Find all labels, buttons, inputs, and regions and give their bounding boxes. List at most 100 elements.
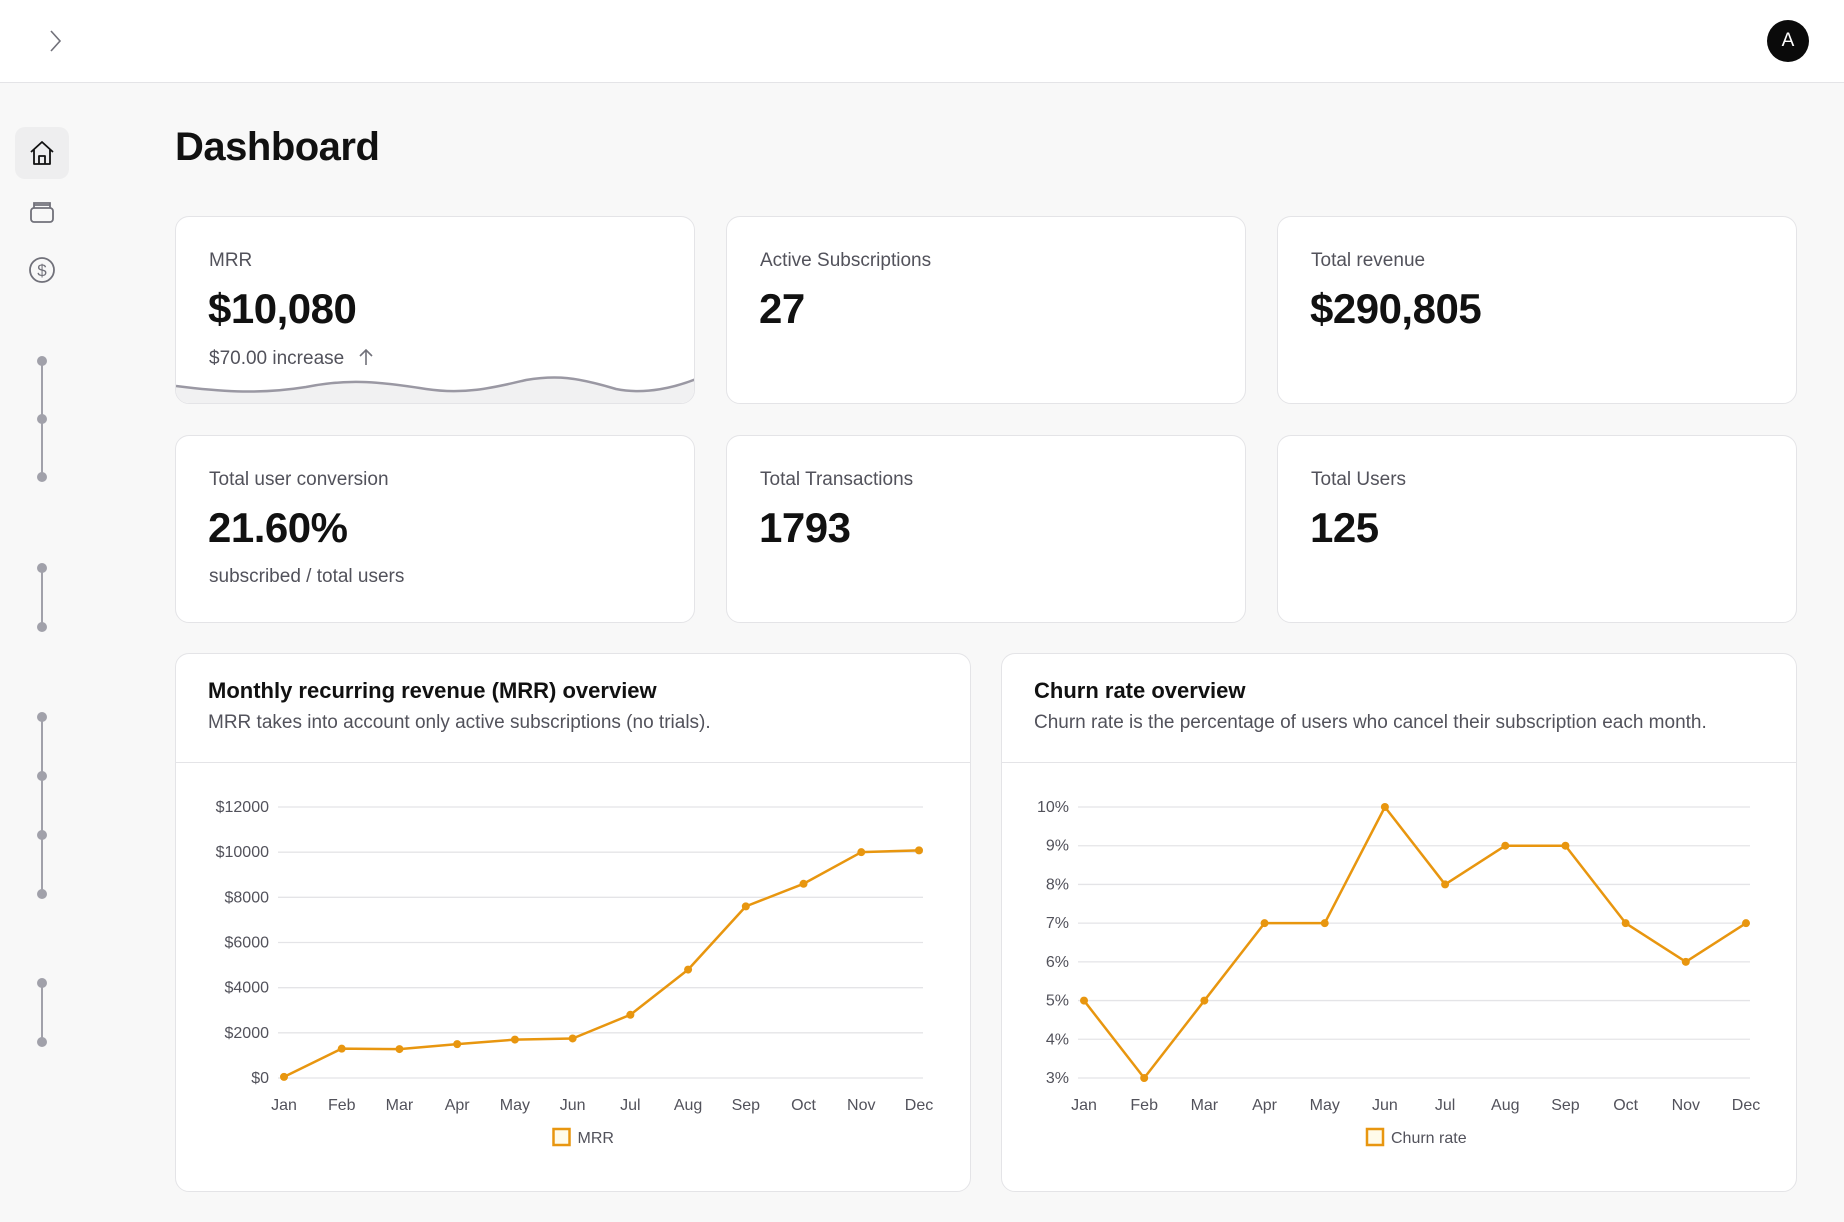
y-tick-label: 9% [1046,838,1069,855]
data-point [799,879,808,888]
svg-text:$: $ [37,261,47,280]
stat-label: Total user conversion [209,469,389,490]
data-point [857,848,866,857]
y-tick-label: $10000 [216,844,269,861]
stat-label: Total revenue [1311,250,1426,271]
data-point [1501,841,1510,850]
y-tick-label: 7% [1046,915,1069,932]
y-tick-label: 4% [1046,1031,1069,1048]
x-tick-label: Dec [1732,1097,1760,1114]
y-tick-label: 10% [1037,799,1069,816]
stat-value: $10,080 [208,285,357,332]
sidebar-item-home[interactable] [15,127,69,179]
x-tick-label: Mar [1191,1097,1219,1114]
stat-label: Total Users [1311,469,1407,490]
stat-label: Active Subscriptions [760,250,932,271]
stat-value: 125 [1310,504,1379,551]
x-tick-label: Sep [1551,1097,1580,1114]
y-tick-label: 5% [1046,993,1069,1010]
x-tick-label: Feb [1130,1097,1158,1114]
chart-title: Monthly recurring revenue (MRR) overview [208,678,657,703]
x-tick-label: Jul [620,1097,640,1114]
data-point [741,902,750,911]
stat-card-total-users: Total Users 125 [1277,435,1797,623]
mrr-chart-card: Monthly recurring revenue (MRR) overview… [175,653,971,1192]
x-tick-label: May [500,1097,530,1114]
y-tick-label: $12000 [216,799,269,816]
stat-sub-text: $70.00 increase [209,348,345,369]
x-tick-label: Mar [386,1097,414,1114]
sidebar-item-billing[interactable]: $ [15,244,69,296]
divider [176,762,970,763]
sidebar-item-archive[interactable] [15,185,69,237]
y-tick-label: $4000 [225,980,270,997]
x-tick-label: Nov [1672,1097,1700,1114]
x-tick-label: May [1310,1097,1340,1114]
page-title: Dashboard [175,125,380,169]
x-tick-label: Dec [905,1097,933,1114]
data-point [1140,1074,1149,1082]
data-point [1380,803,1389,811]
home-icon [30,141,54,165]
x-tick-label: Nov [847,1097,875,1114]
x-tick-label: Apr [1252,1097,1278,1114]
data-point [1320,919,1329,928]
y-tick-label: $0 [251,1070,269,1087]
x-tick-label: Aug [674,1097,702,1114]
stat-value: 21.60% [208,504,348,551]
data-point [915,846,923,855]
series-line [1083,805,1747,1080]
x-tick-label: Aug [1491,1097,1519,1114]
y-tick-label: 8% [1046,876,1069,893]
y-tick-label: 3% [1046,1070,1069,1087]
data-point [1200,996,1209,1005]
x-tick-label: Feb [328,1097,356,1114]
legend-label: Churn rate [1391,1130,1467,1147]
chevron-right-icon[interactable] [46,28,64,54]
mrr-sparkline [176,376,694,403]
data-point [568,1034,577,1043]
chart-description: Churn rate is the percentage of users wh… [1034,712,1707,733]
churn-line-chart: 3% 4% 5% 6% 7% 8% 9% 10% Jan Feb Mar Apr May Jun Jul Au… [1037,799,1760,1147]
x-tick-label: Oct [1613,1097,1638,1114]
y-tick-label: $8000 [225,889,270,906]
legend-swatch [1365,1127,1385,1147]
stat-card-total-transactions: Total Transactions 1793 [726,435,1246,623]
mrr-line-chart: $0 $2000 $4000 $6000 $8000 $10000 $12000 Jan Feb… [216,799,934,1147]
y-tick-label: $6000 [225,935,270,952]
stat-label: Total Transactions [760,469,914,490]
data-point [1561,841,1570,850]
x-tick-label: Oct [791,1097,816,1114]
stat-sub: $70.00 increase [209,347,376,370]
legend-label: MRR [578,1130,614,1147]
chart-title: Churn rate overview [1034,678,1246,703]
data-point [1260,919,1269,928]
data-point [395,1045,404,1054]
data-point [1080,996,1088,1005]
data-point [1441,880,1450,889]
stat-value: $290,805 [1310,285,1482,332]
stat-card-mrr: MRR $10,080 $70.00 increase [175,216,695,404]
data-point [453,1040,462,1049]
y-tick-label: $2000 [225,1025,270,1042]
stat-value: 1793 [759,504,851,551]
data-point [280,1072,288,1081]
churn-chart-card: Churn rate overview Churn rate is the pe… [1001,653,1797,1192]
avatar[interactable]: A [1767,20,1809,62]
data-point [684,965,693,974]
series-line [283,849,920,1078]
stat-sub: subscribed / total users [209,566,405,587]
stat-value: 27 [759,285,805,332]
stat-card-user-conversion: Total user conversion 21.60% subscribed … [175,435,695,623]
x-tick-label: Jul [1435,1097,1455,1114]
data-point [1621,919,1630,928]
divider [1002,762,1796,763]
x-tick-label: Jan [271,1097,297,1114]
x-tick-label: Jan [1071,1097,1097,1114]
sidebar-timeline [37,356,47,1047]
legend-swatch [552,1127,571,1147]
stat-card-active-subscriptions: Active Subscriptions 27 [726,216,1246,404]
data-point [510,1035,519,1044]
top-bar: A [0,0,1844,83]
y-tick-label: 6% [1046,954,1069,971]
